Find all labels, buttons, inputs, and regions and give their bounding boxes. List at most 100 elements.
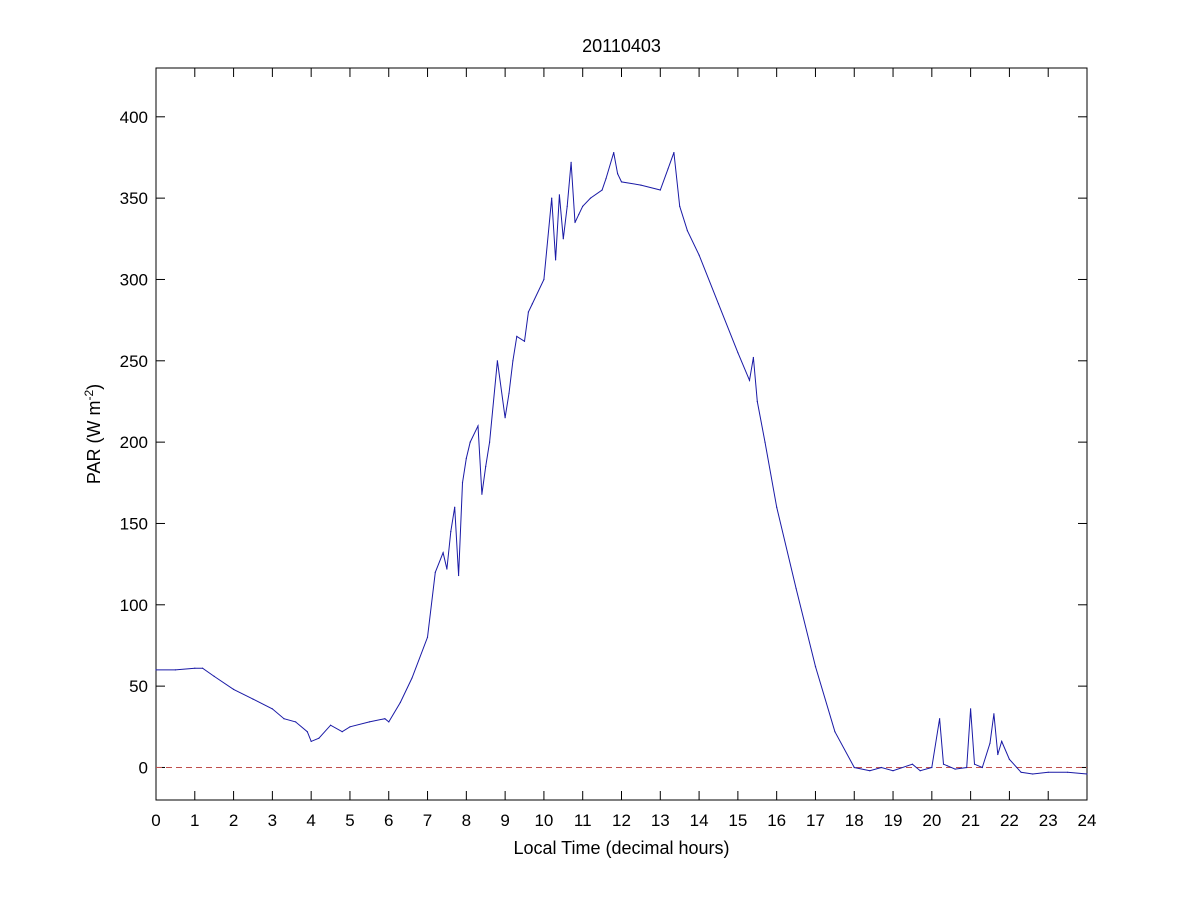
series-point [869, 770, 871, 772]
series-point [880, 766, 883, 769]
series-point [527, 311, 530, 313]
series-point [970, 708, 972, 710]
x-tick-label: 8 [462, 811, 471, 830]
y-axis-title-superscript: -2 [82, 390, 96, 401]
series-point [1032, 773, 1034, 775]
series-point [477, 425, 479, 427]
series-point [919, 770, 921, 772]
series-point [1086, 773, 1088, 775]
series-point [450, 531, 452, 533]
x-tick-label: 22 [1000, 811, 1019, 830]
y-tick-label: 0 [139, 758, 148, 777]
series-point [442, 552, 444, 554]
x-tick-label: 17 [806, 811, 825, 830]
series-point [384, 718, 386, 720]
y-tick-label: 200 [120, 433, 148, 452]
series-point [341, 731, 343, 733]
series-point [574, 221, 576, 224]
series-point [752, 356, 755, 359]
series-point [814, 666, 817, 668]
series-point [496, 360, 498, 362]
x-tick-label: 12 [612, 811, 631, 830]
y-axis-title: PAR (W m-2) [82, 384, 104, 484]
series-point [271, 708, 273, 710]
y-tick-label: 150 [120, 514, 148, 533]
series-point [504, 417, 506, 419]
series-point [531, 303, 533, 305]
series-point [1067, 771, 1069, 773]
series-point [582, 205, 584, 207]
series-point [252, 698, 254, 700]
series-point [989, 742, 991, 744]
chart-title: 20110403 [582, 36, 661, 56]
series-point [318, 737, 320, 739]
series-point [306, 731, 308, 733]
series-point [993, 713, 995, 715]
series-point [465, 457, 467, 459]
series-point [426, 636, 429, 638]
y-tick-label: 350 [120, 189, 148, 208]
series-point [1001, 740, 1003, 743]
series-point [233, 688, 235, 691]
series-point [489, 441, 491, 443]
x-tick-label: 10 [534, 811, 553, 830]
x-tick-label: 24 [1078, 811, 1097, 830]
x-tick-label: 3 [268, 811, 277, 830]
axis-ticks [155, 68, 1088, 800]
series-point [461, 482, 464, 484]
x-tick-label: 16 [767, 811, 786, 830]
x-tick-label: 9 [500, 811, 509, 830]
series-point [213, 675, 215, 678]
x-tick-label: 4 [306, 811, 315, 830]
series-point [679, 205, 681, 207]
x-tick-label: 6 [384, 811, 393, 830]
y-axis-title-close: ) [84, 384, 104, 390]
x-tick-label: 23 [1039, 811, 1058, 830]
x-tick-label: 20 [922, 811, 941, 830]
series-point [946, 765, 949, 767]
series-point [1020, 771, 1022, 773]
series-point [310, 740, 312, 743]
series-point [931, 766, 933, 769]
x-tick-label: 11 [574, 811, 592, 830]
series-point [570, 161, 572, 163]
series-point [469, 441, 471, 443]
x-tick-label: 2 [229, 811, 238, 830]
series-point [194, 667, 196, 669]
series-point [555, 259, 557, 261]
plot-area-frame [155, 67, 1088, 801]
series-point [776, 506, 778, 508]
series-point [330, 724, 332, 726]
series-point [659, 189, 661, 191]
series-point [1047, 771, 1049, 773]
series-point [756, 400, 758, 403]
series-point [566, 205, 568, 207]
series-point [892, 770, 894, 772]
series-point [551, 197, 553, 199]
series-point [388, 721, 390, 723]
series-point [954, 768, 956, 770]
series-point [512, 360, 514, 362]
series-point [617, 173, 619, 175]
series-point [853, 766, 855, 769]
series-point [399, 701, 401, 704]
series-point [295, 721, 297, 723]
x-tick-label: 7 [423, 811, 432, 830]
x-tick-label: 15 [728, 811, 747, 830]
series-point [673, 152, 675, 154]
series-point [764, 441, 766, 443]
x-tick-label: 1 [190, 811, 199, 830]
series-point [1008, 758, 1011, 760]
x-tick-label: 19 [884, 811, 903, 830]
x-tick-label: 5 [345, 811, 354, 830]
series-point [481, 493, 483, 495]
series-point [640, 184, 642, 186]
series-point [516, 335, 518, 337]
series-point [737, 352, 739, 354]
series-point [485, 465, 487, 468]
series-point [589, 197, 592, 199]
series-point [578, 213, 580, 215]
series-point [834, 731, 836, 733]
series-point [202, 667, 204, 669]
series-point [942, 763, 945, 765]
